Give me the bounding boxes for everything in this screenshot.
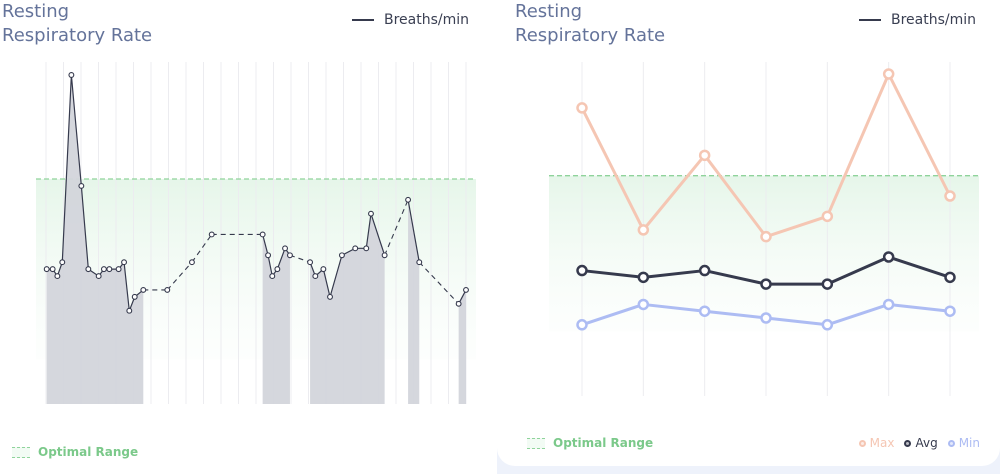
data-point <box>259 231 266 238</box>
data-point <box>164 286 171 293</box>
chart-title: Resting Respiratory Rate <box>515 0 685 48</box>
optimal-range-swatch-icon <box>527 437 545 449</box>
legend-breaths: Breaths/min <box>859 12 976 28</box>
avg-data-point <box>944 271 956 284</box>
data-point <box>189 259 195 266</box>
legend-max-label: Max <box>869 436 895 450</box>
gap-line <box>384 199 409 256</box>
min-data-point <box>698 305 711 317</box>
data-point <box>312 273 319 280</box>
area-fill <box>310 213 385 404</box>
data-point <box>368 210 374 217</box>
data-point <box>265 252 272 259</box>
chart-title: Resting Respiratory Rate <box>2 0 172 48</box>
optimal-range-label: Optimal Range <box>553 436 654 450</box>
series-legend: Max Avg Min <box>858 436 980 450</box>
avg-data-point <box>637 271 650 284</box>
data-point <box>126 307 133 314</box>
min-data-point <box>760 312 772 324</box>
legend-min[interactable]: Min <box>947 436 980 450</box>
data-point <box>274 266 281 273</box>
data-point <box>327 293 333 300</box>
max-data-point <box>698 149 711 162</box>
data-point <box>455 300 462 307</box>
min-data-point <box>821 319 834 331</box>
weekly-chart-plot <box>549 62 979 396</box>
max-data-point <box>637 224 650 236</box>
data-point <box>131 293 138 300</box>
data-point <box>282 245 288 252</box>
data-point <box>95 273 102 280</box>
data-point <box>307 259 314 266</box>
data-point <box>106 266 113 273</box>
area-fill <box>408 199 420 404</box>
data-point <box>363 245 370 252</box>
data-point <box>121 259 128 266</box>
avg-data-point <box>698 264 711 277</box>
data-point <box>416 259 423 266</box>
line-swatch-icon <box>859 19 881 21</box>
data-point <box>320 266 327 273</box>
data-point <box>78 182 85 189</box>
data-point <box>68 72 75 78</box>
daily-chart-plot <box>36 62 476 404</box>
gap-line <box>191 234 213 263</box>
series-line <box>407 199 420 263</box>
max-data-point <box>821 210 834 223</box>
avg-data-point <box>882 251 895 263</box>
legend-max[interactable]: Max <box>858 436 895 450</box>
optimal-range-swatch-icon <box>12 446 30 458</box>
gap-line <box>289 254 311 263</box>
optimal-range-label: Optimal Range <box>38 445 139 459</box>
min-dot-icon <box>947 439 955 447</box>
area-fill <box>46 75 144 404</box>
data-point <box>59 259 66 266</box>
legend-label: Breaths/min <box>891 12 977 28</box>
min-data-point <box>637 298 650 311</box>
data-point <box>85 266 92 273</box>
min-data-point <box>882 298 895 311</box>
optimal-range-legend: Optimal Range <box>527 436 653 450</box>
max-dot-icon <box>858 439 866 447</box>
data-point <box>352 245 359 252</box>
avg-data-point <box>821 278 834 290</box>
area-fill <box>458 289 466 404</box>
line-swatch-icon <box>352 19 374 21</box>
weekly-chart-panel: Resting Respiratory Rate Breaths/min Opt… <box>497 0 1000 466</box>
max-data-point <box>576 102 588 114</box>
gap-line <box>166 261 193 291</box>
data-point <box>140 286 147 293</box>
data-point <box>287 252 293 259</box>
avg-dot-icon <box>904 439 912 447</box>
data-point <box>54 273 61 280</box>
data-point <box>463 286 469 293</box>
max-data-point <box>944 190 956 202</box>
optimal-range-legend: Optimal Range <box>12 445 138 459</box>
title-text: Resting Respiratory Rate <box>2 1 153 46</box>
min-data-point <box>576 319 588 331</box>
avg-data-point <box>760 278 772 290</box>
data-point <box>115 266 122 273</box>
title-text: Resting Respiratory Rate <box>515 1 666 46</box>
legend-avg[interactable]: Avg <box>904 436 938 450</box>
gap-line <box>418 261 460 305</box>
data-point <box>405 196 412 203</box>
data-point <box>49 266 56 273</box>
daily-chart-panel: Resting Respiratory Rate Breaths/min Opt… <box>0 0 497 474</box>
data-point <box>269 273 276 280</box>
data-point <box>338 252 345 259</box>
data-point <box>43 266 50 273</box>
max-data-point <box>760 230 772 243</box>
legend-avg-label: Avg <box>915 436 938 450</box>
legend-min-label: Min <box>958 436 980 450</box>
data-point <box>381 252 388 259</box>
data-point <box>208 231 215 238</box>
max-data-point <box>882 68 895 80</box>
min-data-point <box>944 305 956 317</box>
legend-breaths: Breaths/min <box>352 12 469 28</box>
legend-label: Breaths/min <box>384 12 470 28</box>
avg-data-point <box>576 264 588 277</box>
data-point <box>100 266 107 273</box>
